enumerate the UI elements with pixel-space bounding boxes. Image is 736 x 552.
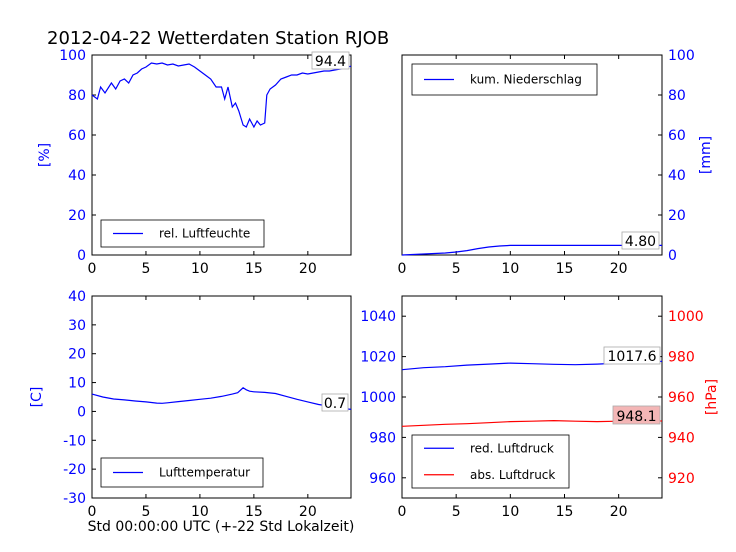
last-value-label: 4.80 <box>625 234 656 250</box>
x-tick-label: 20 <box>299 261 317 277</box>
series-line <box>91 62 352 129</box>
plot-frame <box>91 295 352 499</box>
y-tick-label: 20 <box>68 347 86 363</box>
last-value-box <box>311 51 350 70</box>
y-tick-label: -20 <box>63 462 86 478</box>
series-line <box>401 244 662 256</box>
x-tick-label: 20 <box>610 261 628 277</box>
y-tick-label: 1000 <box>360 390 396 406</box>
legend-label: Lufttemperatur <box>159 466 250 480</box>
y-tick-label: 980 <box>369 430 396 446</box>
plot-frame <box>401 54 663 256</box>
y-tick-label: 40 <box>68 168 86 184</box>
x-tick-label: 15 <box>556 261 574 277</box>
y-right-tick-label: 980 <box>668 350 695 366</box>
y-tick-label: -10 <box>63 433 86 449</box>
last-value-box <box>321 393 349 412</box>
panel-bottom-right: 0 5 10 15 20 960 980 1000 1020 1040 920 940 960 980 10… <box>360 295 720 520</box>
y-tick-label: 80 <box>668 88 686 104</box>
y-tick-label: 60 <box>68 128 86 144</box>
x-tick-label: 10 <box>501 504 519 520</box>
x-tick-label: 0 <box>398 261 407 277</box>
series-line <box>91 387 352 410</box>
y-tick-label: 20 <box>68 208 86 224</box>
legend-label: rel. Luftfeuchte <box>159 227 250 241</box>
y-tick-label: -30 <box>63 491 86 507</box>
y-tick-label: 0 <box>77 248 86 264</box>
panel-bottom-left: 0 5 10 15 20 -30 -20 -10 0 10 20 30 40 [C] Lufttempera… <box>29 289 352 520</box>
x-tick-label: 5 <box>141 504 150 520</box>
y-axis-label: [mm] <box>698 136 714 174</box>
x-tick-label: 0 <box>398 504 407 520</box>
y-tick-label: 100 <box>59 48 86 64</box>
x-tick-label: 5 <box>452 261 461 277</box>
x-tick-label: 5 <box>452 504 461 520</box>
x-tick-label: 0 <box>88 504 97 520</box>
y-tick-label: 20 <box>668 208 686 224</box>
y-tick-label: 40 <box>668 168 686 184</box>
y-right-tick-label: 1000 <box>668 309 704 325</box>
x-tick-label: 15 <box>556 504 574 520</box>
legend-label: abs. Luftdruck <box>470 468 555 482</box>
y-axis-label: [hPa] <box>704 379 720 415</box>
last-value-label: 0.7 <box>324 396 346 412</box>
x-tick-label: 15 <box>245 504 263 520</box>
x-tick-label: 0 <box>88 261 97 277</box>
y-tick-label: 40 <box>68 289 86 305</box>
y-tick-label: 60 <box>668 128 686 144</box>
legend-label: kum. Niederschlag <box>470 73 582 87</box>
last-value-label: 1017.6 <box>608 349 657 365</box>
y-tick-label: 30 <box>68 318 86 334</box>
y-tick-label: 10 <box>68 376 86 392</box>
panel-top-right: 0 5 10 15 20 0 20 40 60 80 100 [mm] kum. Niederschla… <box>398 48 714 277</box>
legend-label: red. Luftdruck <box>470 441 554 455</box>
y-right-tick-label: 920 <box>668 471 695 487</box>
legend-box <box>411 434 570 489</box>
last-value-box <box>612 405 661 425</box>
panel-top-left: 0 5 10 15 20 0 20 40 60 80 100 [%] rel. Luftfeuchte 9… <box>37 48 352 277</box>
y-right-tick-label: 960 <box>668 390 695 406</box>
x-tick-label: 5 <box>141 261 150 277</box>
y-axis-label: [%] <box>37 143 53 167</box>
last-value-box <box>603 346 661 365</box>
x-tick-label: 15 <box>245 261 263 277</box>
x-tick-label: 10 <box>191 504 209 520</box>
x-tick-label: 20 <box>610 504 628 520</box>
y-tick-label: 100 <box>668 48 695 64</box>
x-tick-label: 10 <box>501 261 519 277</box>
y-tick-label: 1020 <box>360 350 396 366</box>
y-tick-label: 1040 <box>360 309 396 325</box>
y-tick-label: 960 <box>369 471 396 487</box>
y-tick-label: 0 <box>668 248 677 264</box>
last-value-box <box>621 231 660 250</box>
x-tick-label: 20 <box>299 504 317 520</box>
plot-frame <box>91 54 352 256</box>
x-axis-label: Std 00:00:00 UTC (+-22 Std Lokalzeit) <box>88 519 355 535</box>
chart-title: 2012-04-22 Wetterdaten Station RJOB <box>47 28 389 49</box>
y-axis-label: [C] <box>29 387 45 408</box>
y-tick-label: 80 <box>68 88 86 104</box>
y-right-tick-label: 940 <box>668 430 695 446</box>
last-value-label: 94.4 <box>315 54 346 70</box>
y-tick-label: 0 <box>77 404 86 420</box>
last-value-label: 948.1 <box>616 409 656 425</box>
x-tick-label: 10 <box>191 261 209 277</box>
